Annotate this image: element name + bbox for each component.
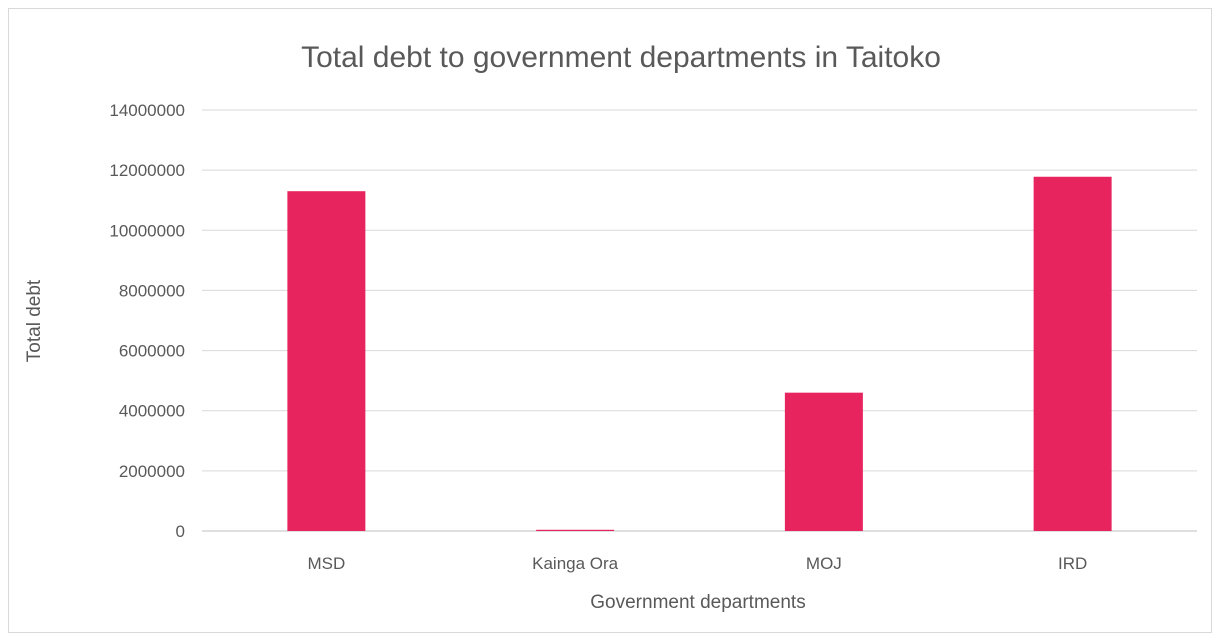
y-tick-label: 0 [176,522,185,541]
y-tick-label: 10000000 [109,221,185,240]
chart-frame [8,8,1212,633]
x-tick-label: Kainga Ora [532,554,619,573]
chart-title: Total debt to government departments in … [301,41,941,74]
x-tick-label: MOJ [806,554,842,573]
gridlines [202,109,1197,532]
bar-msd [287,191,366,531]
y-tick-label: 14000000 [109,101,185,120]
y-tick-label: 8000000 [119,281,185,300]
y-tick-label: 12000000 [109,161,185,180]
y-tick-label: 4000000 [119,402,185,421]
x-axis-ticks: MSD Kainga Ora MOJ IRD [307,554,1087,573]
bars [287,176,1112,531]
bar-ird [1033,176,1112,531]
bar-kainga-ora [536,529,615,531]
y-axis-label: Total debt [24,279,45,362]
y-axis-ticks: 0 2000000 4000000 6000000 8000000 10000000 120… [109,101,185,541]
y-tick-label: 2000000 [119,462,185,481]
x-tick-label: IRD [1058,554,1087,573]
bar-moj [784,392,863,531]
x-tick-label: MSD [307,554,345,573]
y-tick-label: 6000000 [119,342,185,361]
x-axis-label: Government departments [590,592,805,613]
